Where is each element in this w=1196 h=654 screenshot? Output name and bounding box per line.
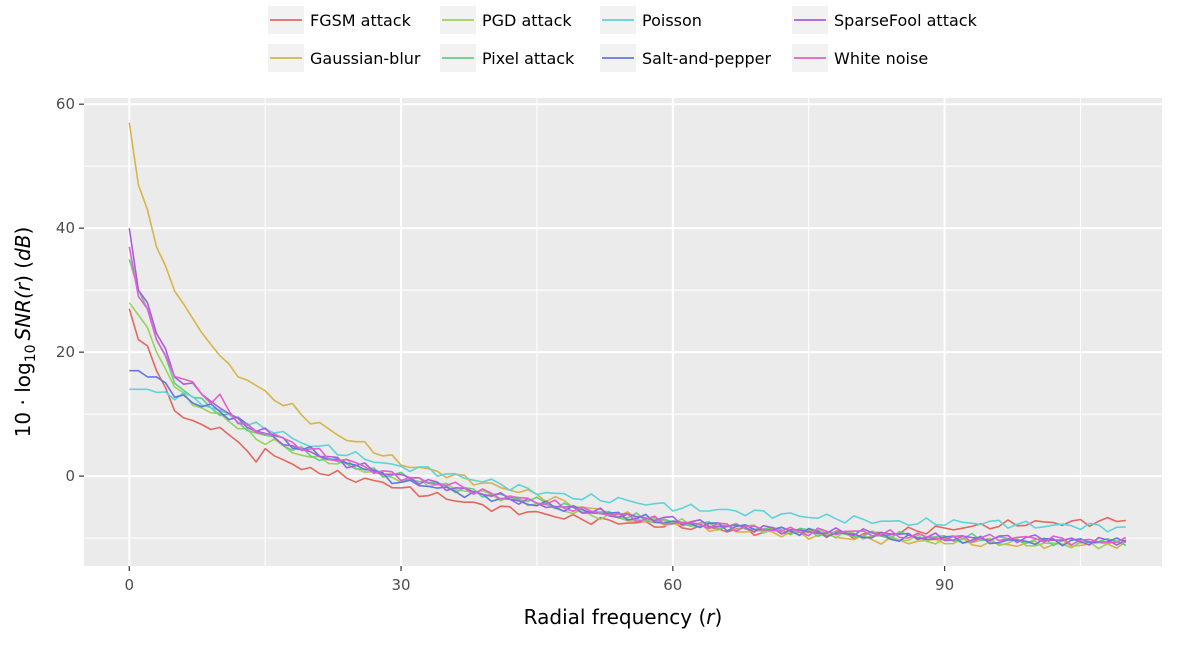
x-axis-title-prefix: Radial frequency ( (524, 605, 707, 629)
y-axis-title-unit: dB (11, 234, 35, 260)
x-axis-title-var: r (706, 605, 716, 629)
legend-label: SparseFool attack (834, 11, 978, 30)
series-line (128, 246, 1127, 546)
series-line (128, 308, 1126, 540)
x-tick-label: 90 (935, 576, 954, 594)
y-axis-title-prefix: 10 · log (11, 362, 35, 437)
y-axis-title-sub: 10 (23, 344, 39, 362)
y-axis-title: 10 · log10 SNR(r) (dB) (11, 227, 39, 438)
x-tick-label: 30 (392, 576, 411, 594)
legend-label: Gaussian-blur (310, 49, 421, 68)
legend-label: White noise (834, 49, 928, 68)
y-axis-title-mid: SNR( (11, 290, 35, 341)
y-axis-title-mid2: ) ( (11, 261, 35, 283)
y-tick-label: 60 (56, 95, 75, 113)
legend: FGSM attack Gaussian-blur PGD attack Pixel … (268, 6, 978, 72)
grid-major (84, 98, 1162, 566)
y-tick-label: 40 (56, 219, 75, 237)
axes: 0 30 60 90 0 20 40 60 (56, 95, 954, 594)
x-axis-title: Radial frequency (r) (524, 605, 723, 629)
y-axis-title-suffix: ) (11, 227, 35, 235)
series-line (129, 369, 1127, 547)
legend-label: PGD attack (482, 11, 572, 30)
y-axis-title-var: r (11, 281, 35, 291)
legend-label: Pixel attack (482, 49, 575, 68)
series-line (129, 388, 1126, 533)
plot-panel (84, 98, 1162, 566)
x-tick-label: 0 (125, 576, 135, 594)
y-tick-label: 0 (65, 467, 75, 485)
legend-label: Poisson (642, 11, 702, 30)
legend-label: FGSM attack (310, 11, 412, 30)
x-tick-label: 60 (663, 576, 682, 594)
legend-label: Salt-and-pepper (642, 49, 771, 68)
series-lines (128, 122, 1127, 550)
y-tick-label: 20 (56, 343, 75, 361)
grid-minor (84, 98, 1162, 566)
x-axis-title-suffix: ) (715, 605, 723, 629)
